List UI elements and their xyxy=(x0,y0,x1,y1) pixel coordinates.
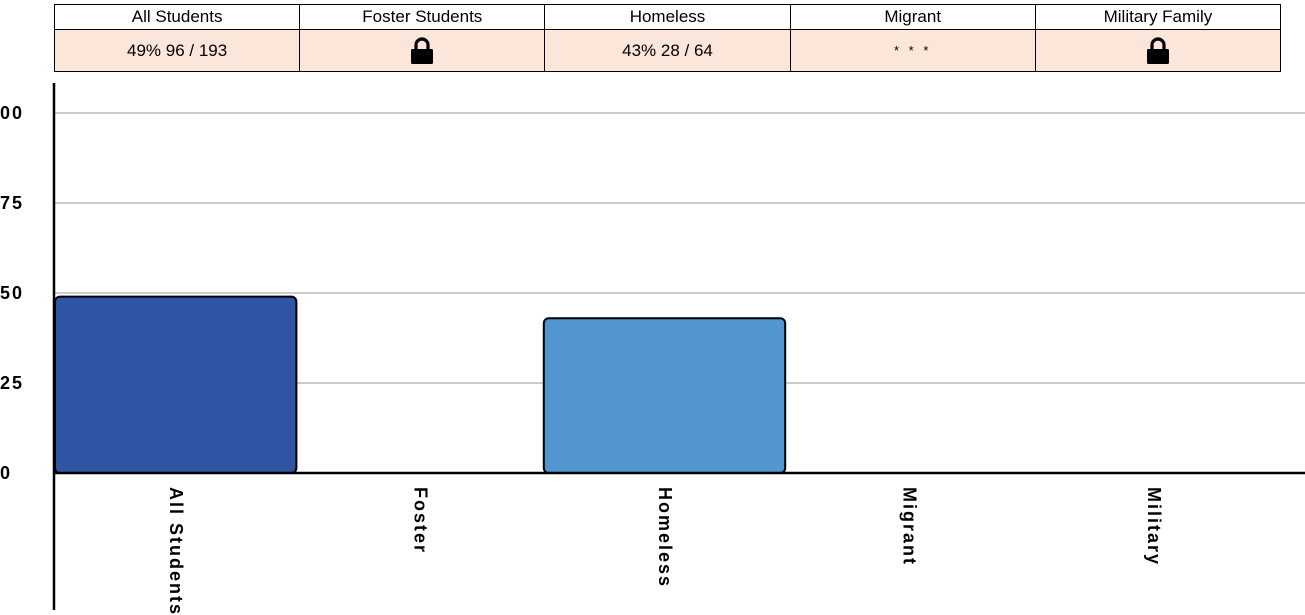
bars xyxy=(54,295,787,474)
value-foster-students xyxy=(299,29,546,72)
header-military-family: Military Family xyxy=(1034,4,1282,30)
value-military-family xyxy=(1034,29,1282,72)
header-all-students: All Students xyxy=(54,4,301,30)
header-homeless: Homeless xyxy=(544,4,791,30)
x-tick-label: Homeless xyxy=(655,487,675,588)
tick-labels: 0 25 50 75 00 All Students Foster Homeless Migra… xyxy=(0,103,1164,615)
x-tick-label: All Students xyxy=(166,487,186,615)
axes xyxy=(52,83,1305,610)
summary-value-row: 49% 96 / 193 43% 28 / 64 * * * xyxy=(54,29,1282,72)
lock-icon xyxy=(411,36,434,64)
header-foster-students: Foster Students xyxy=(299,4,546,30)
x-tick-label: Foster xyxy=(411,487,431,554)
y-tick-label: 25 xyxy=(0,373,24,393)
bar-all-students xyxy=(54,295,298,474)
lock-icon xyxy=(1146,36,1169,64)
x-tick-label: Military xyxy=(1144,487,1164,566)
y-tick-label: 75 xyxy=(0,193,24,213)
bar-chart: 0 25 50 75 00 All Students Foster Homeless Migra… xyxy=(0,83,1305,615)
x-tick-label: Migrant xyxy=(899,487,919,566)
summary-header-row: All Students Foster Students Homeless Mi… xyxy=(54,4,1282,30)
y-tick-label: 0 xyxy=(0,463,12,483)
value-migrant: * * * xyxy=(789,29,1036,72)
bar-homeless xyxy=(542,317,787,474)
value-all-students: 49% 96 / 193 xyxy=(54,29,301,72)
value-homeless: 43% 28 / 64 xyxy=(544,29,791,72)
summary-table: All Students Foster Students Homeless Mi… xyxy=(54,4,1282,75)
y-tick-label: 00 xyxy=(0,103,24,123)
y-tick-label: 50 xyxy=(0,283,24,303)
header-migrant: Migrant xyxy=(789,4,1036,30)
